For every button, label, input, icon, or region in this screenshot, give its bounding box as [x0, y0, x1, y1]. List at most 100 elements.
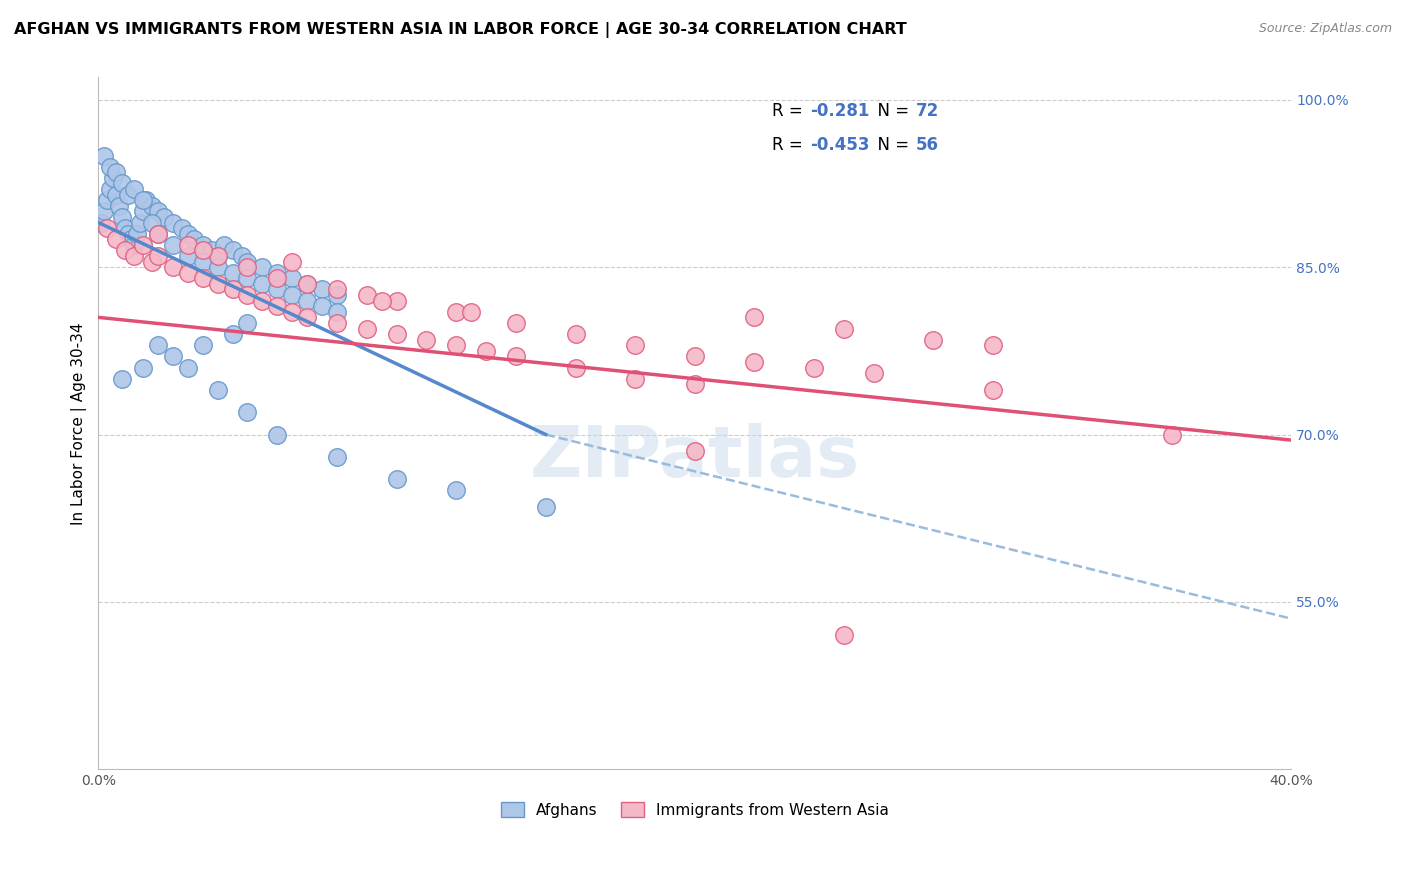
Point: [170, 221, 193, 235]
Point: [207, 249, 229, 263]
Point: [832, 321, 855, 335]
Point: [266, 427, 288, 442]
Point: [281, 305, 304, 319]
Point: [295, 293, 318, 308]
Point: [281, 271, 304, 285]
Point: [162, 260, 184, 274]
Point: [146, 204, 169, 219]
Point: [444, 305, 467, 319]
Point: [111, 210, 134, 224]
Point: [326, 316, 349, 330]
Point: [231, 249, 253, 263]
Point: [534, 500, 557, 514]
Point: [191, 254, 214, 268]
Point: [236, 405, 259, 419]
Point: [266, 283, 288, 297]
Point: [221, 266, 243, 280]
Point: [356, 321, 378, 335]
Point: [236, 260, 259, 274]
Text: ZIPatlas: ZIPatlas: [530, 424, 860, 492]
Point: [981, 338, 1004, 352]
Text: R =: R =: [772, 102, 808, 120]
Point: [191, 338, 214, 352]
Point: [177, 249, 200, 263]
Point: [236, 288, 259, 302]
Point: [191, 244, 214, 258]
Point: [111, 177, 134, 191]
Point: [311, 299, 333, 313]
Point: [146, 249, 169, 263]
Point: [236, 254, 259, 268]
Point: [114, 244, 136, 258]
Point: [98, 182, 121, 196]
Point: [93, 204, 115, 219]
Point: [221, 327, 243, 342]
Text: N =: N =: [866, 102, 914, 120]
Point: [505, 316, 527, 330]
Point: [505, 350, 527, 364]
Point: [266, 266, 288, 280]
Point: [281, 288, 304, 302]
Point: [221, 244, 243, 258]
Point: [191, 237, 214, 252]
Point: [183, 232, 205, 246]
Text: N =: N =: [866, 136, 914, 154]
Point: [129, 215, 152, 229]
Point: [326, 450, 349, 464]
Text: -0.453: -0.453: [811, 136, 870, 154]
Point: [90, 215, 112, 229]
Point: [162, 215, 184, 229]
Point: [252, 260, 274, 274]
Point: [252, 293, 274, 308]
Point: [236, 271, 259, 285]
Point: [141, 199, 163, 213]
Point: [744, 355, 766, 369]
Point: [266, 271, 288, 285]
Point: [295, 277, 318, 291]
Point: [212, 237, 235, 252]
Point: [564, 360, 586, 375]
Point: [146, 227, 169, 241]
Point: [252, 277, 274, 291]
Point: [444, 338, 467, 352]
Point: [120, 232, 142, 246]
Point: [744, 310, 766, 325]
Point: [127, 227, 149, 241]
Point: [114, 221, 136, 235]
Point: [922, 333, 945, 347]
Point: [105, 165, 128, 179]
Point: [177, 360, 200, 375]
Legend: Afghans, Immigrants from Western Asia: Afghans, Immigrants from Western Asia: [495, 796, 894, 824]
Point: [564, 327, 586, 342]
Point: [132, 193, 155, 207]
Point: [103, 170, 125, 185]
Point: [162, 350, 184, 364]
Text: 56: 56: [915, 136, 939, 154]
Point: [108, 199, 131, 213]
Point: [162, 237, 184, 252]
Point: [141, 215, 163, 229]
Point: [96, 221, 118, 235]
Point: [385, 472, 408, 486]
Point: [132, 360, 155, 375]
Point: [683, 377, 706, 392]
Point: [177, 266, 200, 280]
Point: [460, 305, 482, 319]
Point: [862, 366, 884, 380]
Point: [207, 277, 229, 291]
Point: [177, 227, 200, 241]
Point: [981, 383, 1004, 397]
Point: [385, 327, 408, 342]
Point: [415, 333, 437, 347]
Text: 72: 72: [915, 102, 939, 120]
Point: [326, 288, 349, 302]
Point: [683, 350, 706, 364]
Point: [832, 628, 855, 642]
Point: [326, 305, 349, 319]
Text: -0.281: -0.281: [811, 102, 870, 120]
Point: [475, 343, 498, 358]
Point: [105, 232, 128, 246]
Point: [1161, 427, 1184, 442]
Point: [117, 187, 139, 202]
Point: [177, 237, 200, 252]
